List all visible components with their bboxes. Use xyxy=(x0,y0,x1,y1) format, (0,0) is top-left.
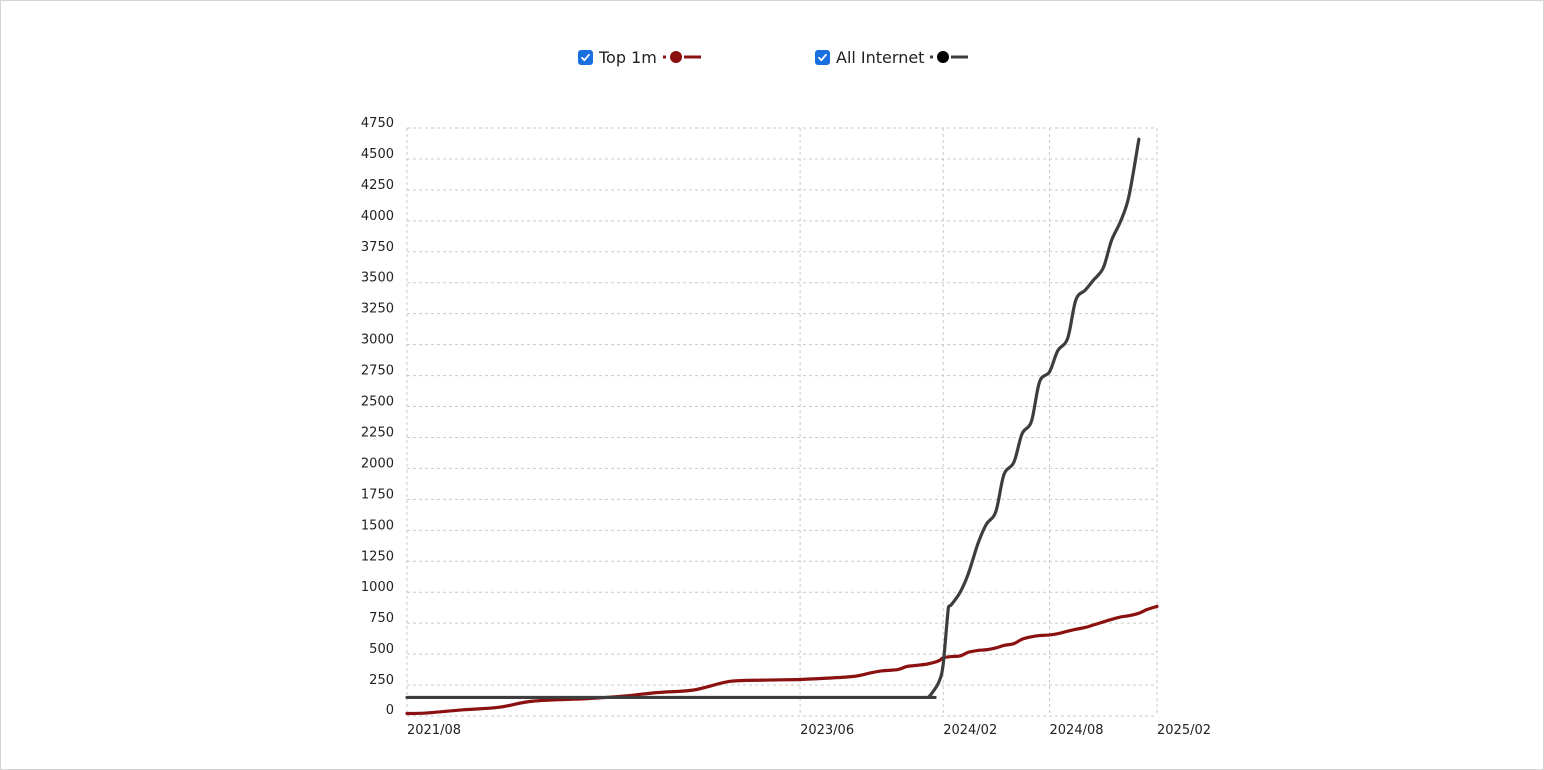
y-tick-label: 2500 xyxy=(361,395,394,410)
x-tick-label: 2023/06 xyxy=(800,723,854,738)
y-tick-label: 1500 xyxy=(361,518,394,533)
line-dot-marker-icon xyxy=(930,51,969,63)
x-tick-label: 2024/02 xyxy=(943,723,997,738)
legend-item-all-internet[interactable]: All Internet xyxy=(815,44,970,70)
legend-label-all-internet: All Internet xyxy=(836,47,925,67)
y-tick-label: 750 xyxy=(369,611,394,626)
y-tick-label: 3500 xyxy=(361,271,394,286)
checkbox-all-internet[interactable] xyxy=(815,49,830,65)
checkmark-icon xyxy=(818,53,827,61)
y-tick-label: 4750 xyxy=(361,116,394,131)
y-tick-label: 3000 xyxy=(361,333,394,348)
y-tick-label: 4500 xyxy=(361,147,394,162)
y-tick-label: 1250 xyxy=(361,549,394,564)
y-tick-label: 1750 xyxy=(361,487,394,502)
y-tick-label: 3250 xyxy=(361,302,394,317)
y-tick-label: 4250 xyxy=(361,178,394,193)
checkbox-top-1m[interactable] xyxy=(578,49,593,65)
y-tick-label: 3750 xyxy=(361,240,394,255)
x-tick-label: 2024/08 xyxy=(1050,723,1104,738)
y-tick-label: 4000 xyxy=(361,209,394,224)
y-tick-label: 2250 xyxy=(361,425,394,440)
series-line-top-1m xyxy=(405,604,1159,716)
line-dot-marker-icon xyxy=(662,51,701,63)
y-tick-label: 1000 xyxy=(361,580,394,595)
y-tick-label: 0 xyxy=(386,703,394,718)
legend-label-top-1m: Top 1m xyxy=(599,47,657,67)
y-tick-label: 500 xyxy=(369,642,394,657)
y-tick-label: 2750 xyxy=(361,364,394,379)
y-tick-label: 250 xyxy=(369,673,394,688)
checkmark-icon xyxy=(581,53,590,61)
chart-legend: Top 1m All Internet xyxy=(0,44,1544,70)
series-line-all-internet xyxy=(405,137,1141,700)
legend-item-top-1m[interactable]: Top 1m xyxy=(578,44,703,70)
y-tick-label: 2000 xyxy=(361,456,394,471)
x-tick-label: 2025/02 xyxy=(1157,723,1211,738)
x-tick-label: 2021/08 xyxy=(407,723,461,738)
